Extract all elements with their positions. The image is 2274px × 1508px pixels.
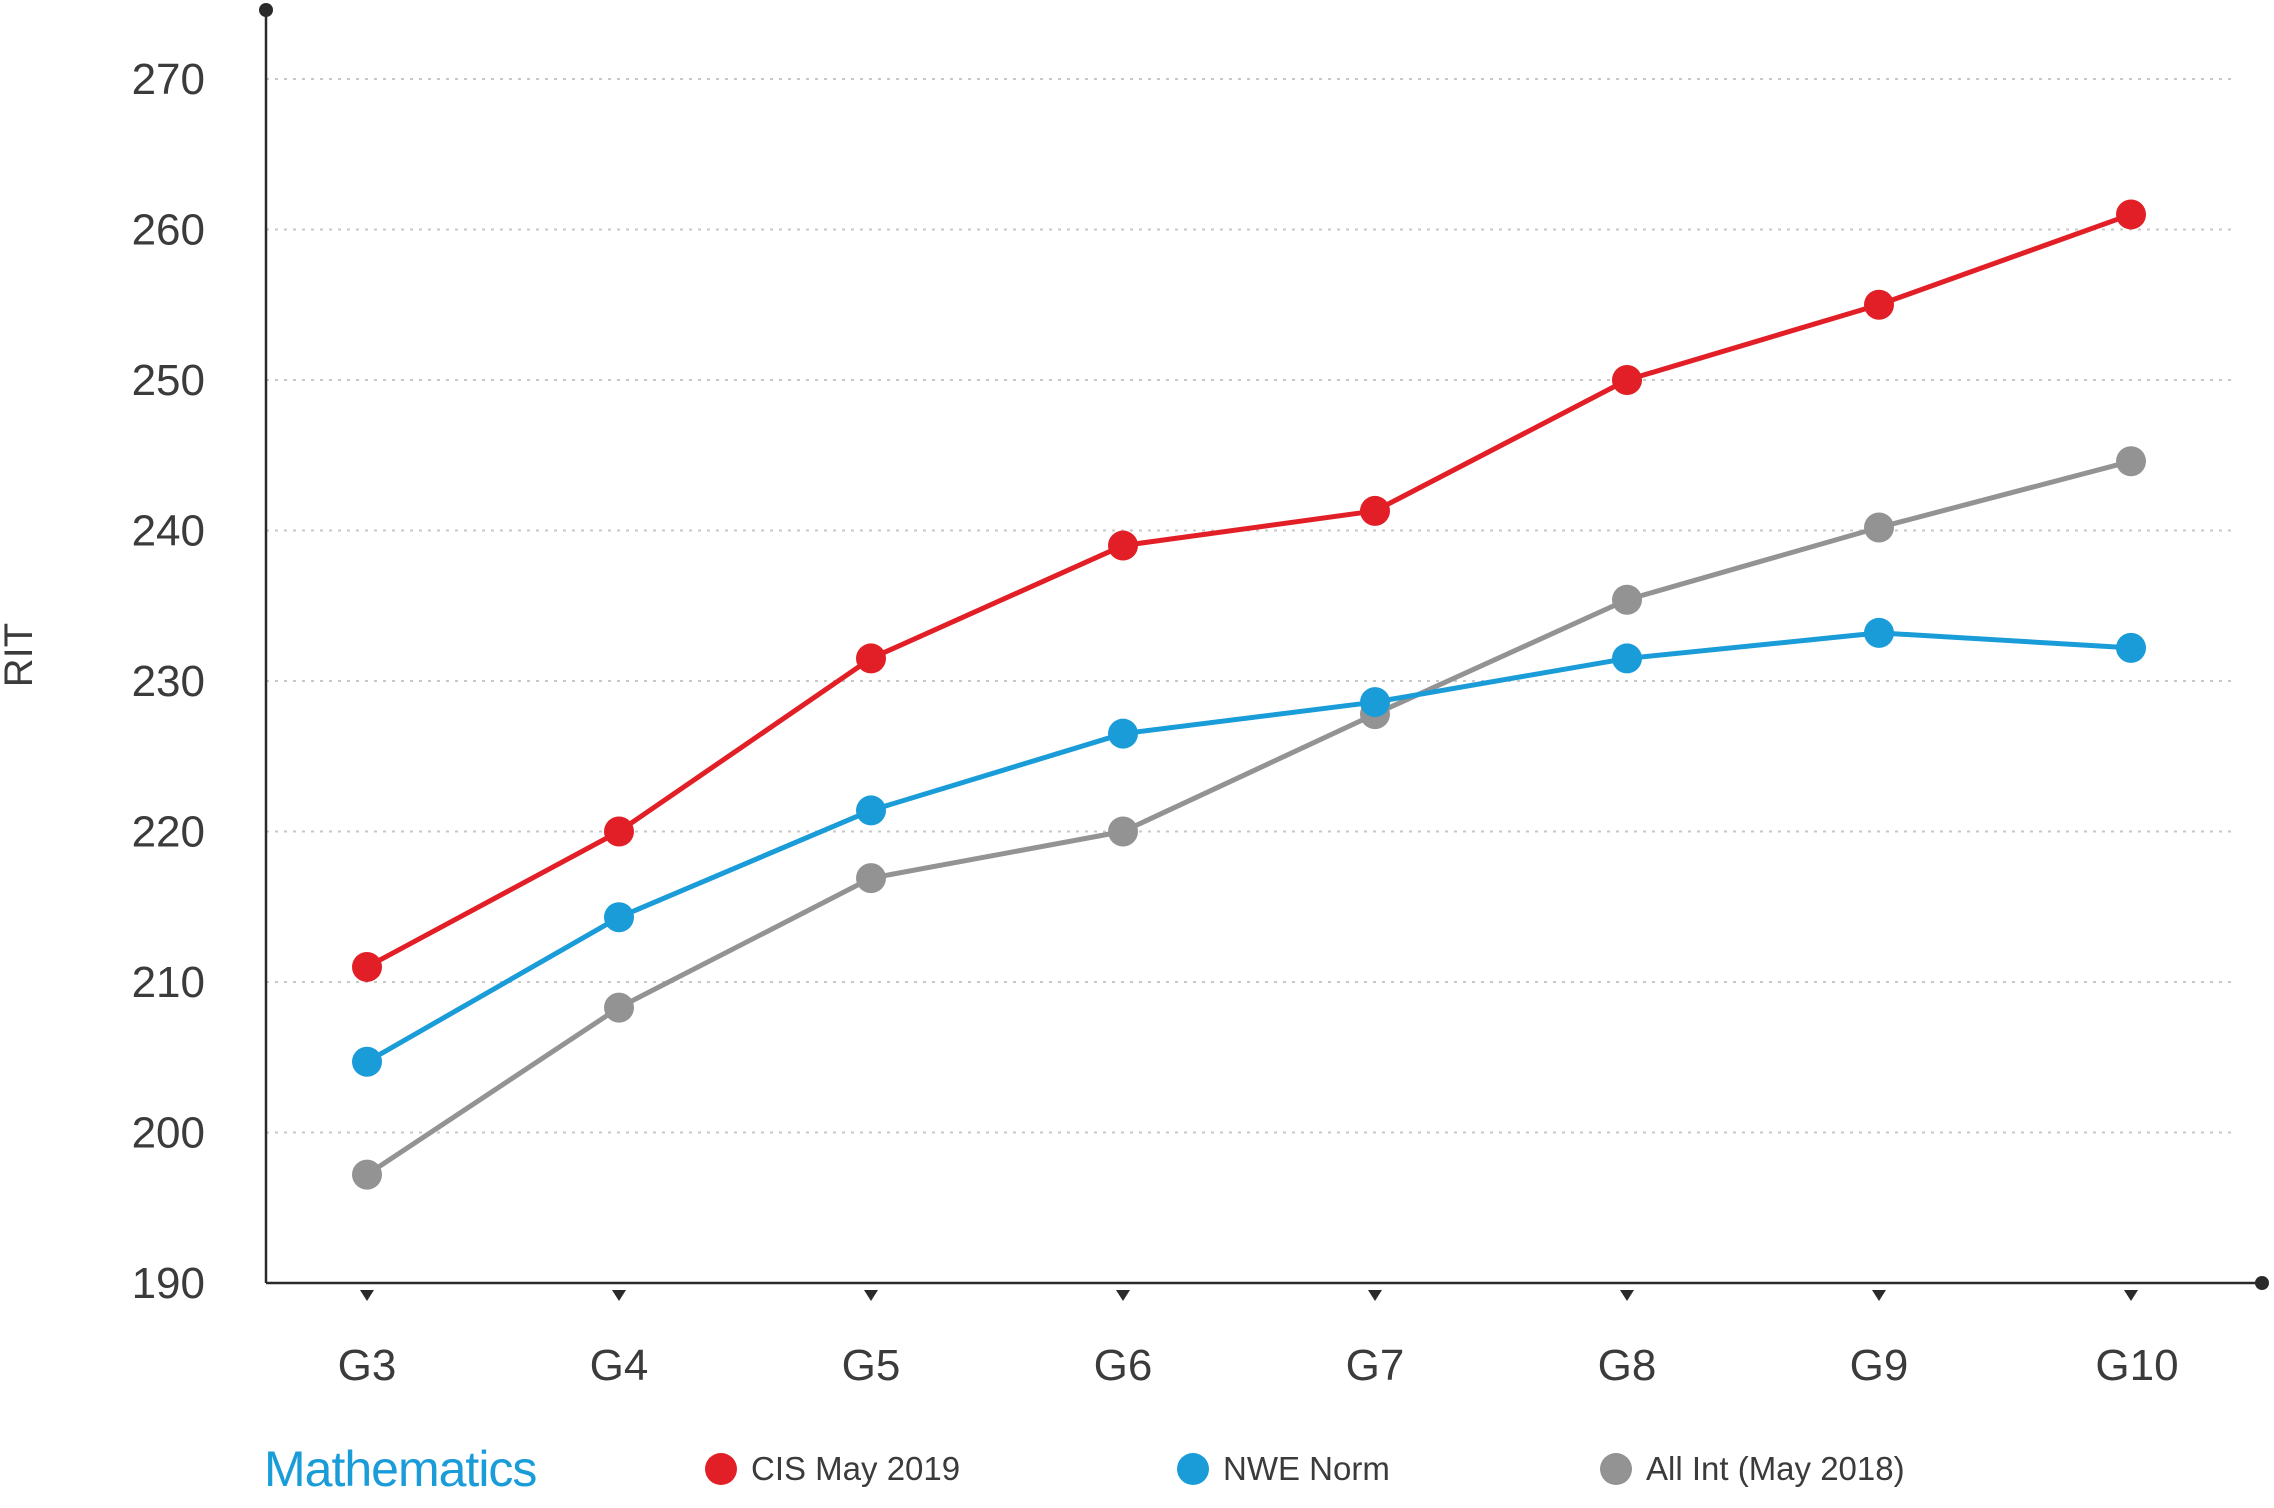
legend-label-allint: All Int (May 2018)	[1646, 1450, 1905, 1487]
legend-dot-gray	[1600, 1453, 1632, 1485]
data-point-G9	[1864, 512, 1894, 543]
legend-dot-red	[705, 1453, 737, 1485]
x-tick-label-G8: G8	[1598, 1341, 1657, 1390]
y-tick-label-250: 250	[132, 356, 205, 405]
series-line	[365, 212, 2132, 970]
y-tick-label-270: 270	[132, 55, 205, 104]
y-tick-labels: 190 200 210 220 230 240 250 260 270	[132, 55, 205, 1308]
data-point-G9	[1864, 617, 1894, 648]
data-point-G5	[856, 863, 886, 894]
series-nwe-norm	[352, 617, 2146, 1077]
x-tick-labels: G3 G4 G5 G6 G7 G8 G9 G10	[338, 1341, 2179, 1390]
legend-dot-blue	[1177, 1453, 1209, 1485]
data-point-G4	[604, 992, 634, 1023]
x-tick-mark-G7	[1368, 1290, 1382, 1301]
x-tick-label-G5: G5	[842, 1341, 901, 1390]
data-point-G5	[856, 643, 886, 674]
data-point-G6	[1108, 718, 1138, 749]
y-tick-label-230: 230	[132, 657, 205, 706]
series-all-int-may-2018-	[352, 446, 2146, 1190]
y-tick-label-260: 260	[132, 206, 205, 255]
axes	[259, 3, 2269, 1301]
y-tick-label-240: 240	[132, 507, 205, 556]
data-point-G3	[352, 1046, 382, 1077]
data-point-G4	[604, 816, 634, 847]
data-point-G7	[1360, 495, 1390, 526]
data-point-G6	[1108, 816, 1138, 847]
y-axis-end-dot	[259, 3, 273, 17]
legend: Mathematics CIS May 2019 NWE Norm All In…	[0, 1440, 2274, 1500]
x-tick-label-G3: G3	[338, 1341, 397, 1390]
data-point-G9	[1864, 289, 1894, 320]
data-point-G10	[2116, 446, 2146, 477]
data-point-G10	[2116, 199, 2146, 230]
legend-label-cis: CIS May 2019	[751, 1450, 961, 1487]
x-tick-label-G7: G7	[1346, 1341, 1405, 1390]
data-point-G8	[1612, 643, 1642, 674]
y-tick-label-220: 220	[132, 808, 205, 857]
x-tick-label-G4: G4	[590, 1341, 649, 1390]
y-tick-label-200: 200	[132, 1109, 205, 1158]
series-lines	[352, 199, 2146, 1190]
gridlines	[266, 78, 2232, 1134]
data-point-G8	[1612, 365, 1642, 395]
x-tick-mark-G9	[1872, 1290, 1886, 1301]
data-point-G6	[1108, 530, 1138, 561]
x-axis-end-dot	[2255, 1276, 2269, 1290]
y-axis-title: RIT	[0, 623, 41, 687]
data-point-G7	[1360, 687, 1390, 718]
legend-title: Mathematics	[264, 1441, 537, 1497]
series-line	[365, 630, 2132, 1064]
x-tick-mark-G3	[360, 1290, 374, 1301]
x-tick-mark-G4	[612, 1290, 626, 1301]
data-point-G10	[2116, 632, 2146, 663]
data-point-G3	[352, 1159, 382, 1190]
data-point-G3	[352, 951, 382, 982]
x-tick-mark-G8	[1620, 1290, 1634, 1301]
y-tick-label-210: 210	[132, 958, 205, 1007]
data-point-G8	[1612, 584, 1642, 615]
legend-label-nwe: NWE Norm	[1223, 1450, 1390, 1487]
data-point-G5	[856, 795, 886, 826]
legend-item-nwe: NWE Norm	[1177, 1450, 1390, 1488]
data-point-G4	[604, 902, 634, 933]
y-tick-label-190: 190	[132, 1259, 205, 1308]
legend-item-cis: CIS May 2019	[705, 1450, 960, 1488]
x-tick-label-G6: G6	[1094, 1341, 1153, 1390]
x-tick-mark-G10	[2124, 1290, 2138, 1301]
x-tick-mark-G5	[864, 1290, 878, 1301]
x-tick-label-G9: G9	[1850, 1341, 1909, 1390]
legend-item-allint: All Int (May 2018)	[1600, 1450, 1905, 1488]
x-tick-label-G10: G10	[2095, 1341, 2178, 1390]
series-cis-may-2019	[352, 199, 2146, 982]
series-line	[365, 458, 2132, 1177]
x-tick-mark-G6	[1116, 1290, 1130, 1301]
